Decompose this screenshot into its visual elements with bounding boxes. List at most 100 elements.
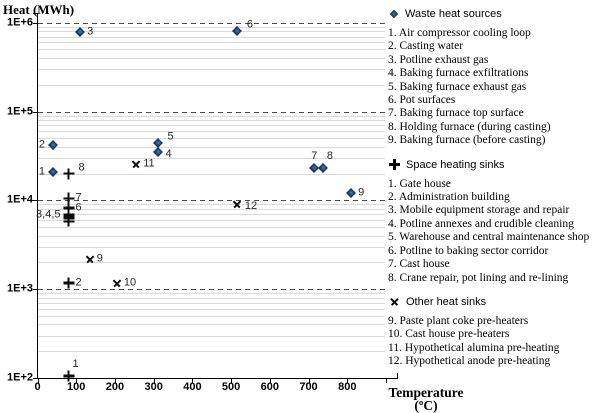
x-axis-unit: (ºC) [414, 398, 438, 413]
y-tick-label: 1E+4 [7, 193, 33, 206]
x-tick-label: 700 [299, 381, 318, 393]
gridline-minor [37, 58, 385, 59]
gridline-minor [37, 235, 385, 237]
gridline-minor [37, 204, 385, 206]
gridline-minor [37, 84, 385, 86]
gridline-minor [37, 173, 385, 175]
point-label: 2 [38, 138, 45, 151]
legend-item: 1. Gate house [388, 177, 451, 190]
x-tick [192, 379, 194, 383]
x-tick [347, 379, 349, 383]
y-tick-label: 1E+5 [7, 104, 33, 117]
data-point-waste-heat-sources-9 [346, 188, 357, 199]
gridline-major [37, 111, 385, 113]
legend-item-list: 9. Paste plant coke pre-heaters 10. Cast … [388, 315, 600, 369]
gridline-minor [37, 36, 385, 38]
x-tick-label: 600 [260, 381, 279, 393]
y-axis-end-tick [33, 13, 38, 14]
point-label: 2 [75, 276, 82, 289]
gridline-minor [37, 131, 385, 133]
x-tick-label: 0 [34, 381, 41, 393]
point-label: 1 [38, 165, 45, 178]
legend-item: 3. Potline exhaust gas [388, 53, 489, 66]
legend-item: 11. Hypothetical alumina pre-heating [388, 341, 560, 354]
data-point-other-heat-sinks-11 [130, 157, 143, 170]
data-point-space-heating-sinks-6 [63, 202, 74, 214]
gridline-minor [37, 246, 385, 248]
data-point-space-heating-sinks [63, 215, 74, 227]
gridline-minor [37, 42, 385, 44]
point-label: 9 [96, 252, 103, 265]
gridline-minor [37, 220, 385, 221]
x-tick-label: 100 [67, 381, 86, 393]
legend-item: 1. Air compressor cooling loop [388, 27, 531, 39]
legend-section-header: Waste heat sources [389, 8, 600, 20]
gridline-minor [37, 120, 385, 122]
y-tick [33, 289, 38, 291]
legend-section-header: Other heat sinks [389, 296, 600, 308]
legend-item: 6. Potline to baking sector corridor [388, 244, 549, 257]
legend-section-title: Other heat sinks [406, 295, 487, 308]
legend-item: 7. Cast house [388, 258, 450, 271]
y-axis-title: Heat (MWh) [3, 2, 75, 17]
x-tick-label: 500 [221, 381, 241, 393]
x-axis-line [37, 378, 398, 379]
gridline-minor [37, 308, 385, 310]
x-axis-title-text: Temperature [388, 385, 464, 400]
x-icon [388, 296, 401, 309]
data-point-space-heating-sinks-7 [63, 192, 74, 204]
legend-item: 12. Hypothetical anode pre-heating [388, 355, 551, 368]
gridline-minor [37, 214, 385, 216]
y-tick-label: 1E+2 [7, 371, 33, 384]
point-label: 3,4,5 [36, 208, 61, 221]
legend-section-header: Space heating sinks [389, 159, 600, 171]
point-label: 6 [75, 201, 82, 214]
x-tick [37, 379, 39, 383]
gridline-minor [37, 208, 385, 210]
legend-item: 5. Warehouse and central maintenance sho… [388, 231, 590, 244]
x-axis-end-tick [397, 373, 398, 378]
gridline-minor [37, 297, 385, 299]
x-tick [308, 379, 310, 383]
y-tick [33, 200, 38, 202]
x-tick [386, 379, 387, 383]
y-tick [33, 22, 38, 24]
gridline-minor [37, 69, 385, 71]
plus-icon [389, 159, 400, 171]
legend-item-list: 1. Gate house 2. Administration building 3… [388, 178, 600, 285]
gridline-minor [37, 31, 385, 33]
legend-section-title: Waste heat sources [405, 8, 502, 20]
data-point-waste-heat-sources-8 [317, 163, 328, 174]
legend-item: 8. Crane repair, pot lining and re-linin… [388, 271, 569, 284]
gridline-minor [37, 146, 385, 148]
legend-item: 6. Pot surfaces [388, 94, 456, 107]
point-label: 12 [244, 200, 258, 213]
data-point-waste-heat-sources-4 [152, 147, 163, 157]
x-tick-label: 200 [105, 381, 125, 393]
x-axis-title: Temperature (ºC) [376, 385, 476, 413]
x-tick [269, 379, 271, 383]
diamond-icon [389, 9, 399, 19]
legend: Waste heat sources 1. Air compressor cool… [388, 6, 600, 369]
point-label: 7 [75, 191, 82, 204]
legend-item: 9. Baking furnace (before casting) [388, 134, 546, 147]
data-point-other-heat-sinks-10 [111, 277, 124, 290]
legend-item: 2. Administration building [388, 191, 510, 204]
point-label: 10 [123, 276, 137, 289]
point-label: 4 [165, 148, 172, 160]
gridline-minor [37, 125, 385, 127]
data-point-waste-heat-sources-6 [231, 26, 242, 37]
point-label: 8 [78, 160, 85, 173]
x-tick [114, 379, 116, 383]
point-label: 1 [72, 358, 79, 370]
legend-item: 2. Casting water [388, 40, 464, 53]
legend-item: 8. Holding furnace (during casting) [388, 120, 551, 133]
legend-item: 7. Baking furnace top surface [388, 107, 524, 120]
gridline-minor [37, 302, 385, 304]
legend-item-list: 1. Air compressor cooling loop 2. Casting… [388, 27, 600, 148]
legend-item: 9. Paste plant coke pre-heaters [388, 314, 529, 327]
y-tick [33, 111, 38, 113]
legend-item: 10. Cast house pre-heaters [388, 328, 510, 341]
legend-item: 3. Mobile equipment storage and repair [388, 204, 570, 217]
gridline-major [37, 22, 385, 24]
